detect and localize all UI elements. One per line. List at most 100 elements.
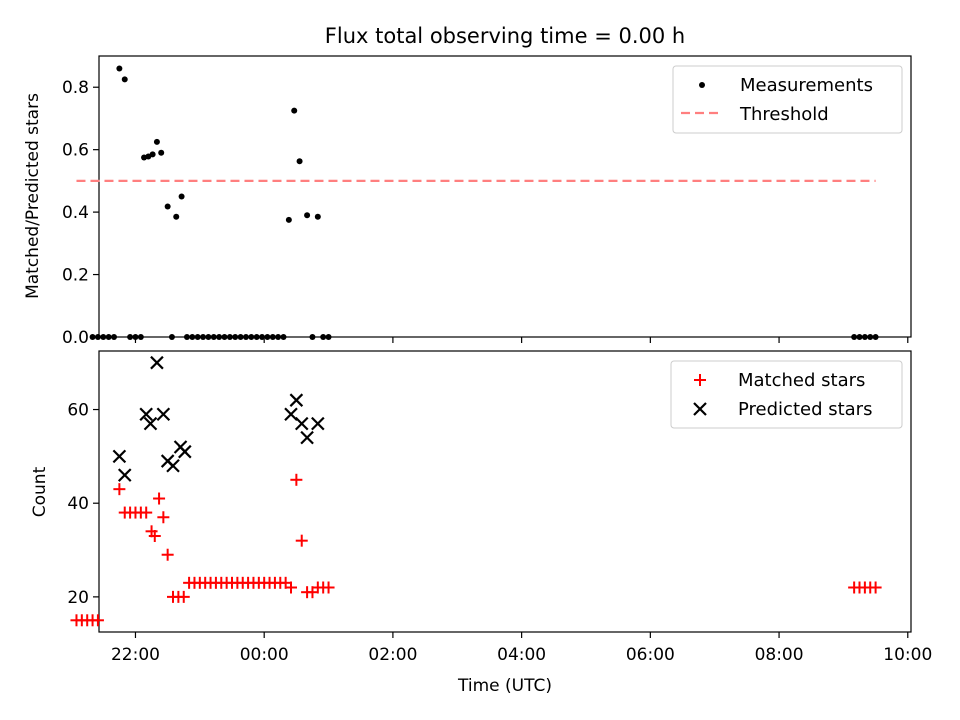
measurement-point <box>264 334 271 340</box>
predicted-star-point <box>300 430 314 445</box>
predicted-star-point <box>117 468 132 482</box>
ratio-x-ticks <box>134 337 909 343</box>
measurement-point <box>872 334 879 340</box>
x-tick-label: 10:00 <box>883 645 932 665</box>
count-x-ticks: 22:00 00:00 02:00 04:00 06:00 08:00 10:00 <box>111 632 932 665</box>
predicted-star-point <box>178 444 192 459</box>
legend-predicted-label: Predicted stars <box>738 399 872 420</box>
measurement-point <box>100 334 107 340</box>
measurement-point <box>137 334 144 340</box>
matched-star-point <box>869 581 882 594</box>
measurement-point <box>275 334 282 340</box>
count-panel: Count 20 40 60 22:00 00:00 02:00 04:00 06:00 08… <box>30 350 932 665</box>
predicted-star-point <box>150 355 164 370</box>
measurement-point <box>205 334 212 340</box>
measurement-point <box>168 334 175 340</box>
ratio-y-axis-label: Matched/Predicted stars <box>23 93 43 299</box>
measurement-point <box>149 151 156 158</box>
matched-star-point <box>177 590 190 603</box>
matched-star-point <box>322 581 335 594</box>
x-tick-label: 08:00 <box>755 645 804 665</box>
predicted-star-point <box>289 393 304 407</box>
measurement-point <box>237 334 244 340</box>
x-tick-label: 04:00 <box>497 645 546 665</box>
measurement-point <box>105 334 112 340</box>
measurement-point <box>325 334 332 340</box>
measurement-point <box>242 334 249 340</box>
predicted-star-point <box>311 416 325 431</box>
measurement-point <box>132 334 139 340</box>
legend-measurements-label: Measurements <box>740 75 873 96</box>
matched-star-point <box>161 548 174 561</box>
measurement-point <box>111 334 118 340</box>
y-tick-label: 60 <box>67 401 89 421</box>
measurement-point <box>89 334 96 340</box>
measurement-point <box>314 213 321 220</box>
legend-plus-glyph <box>694 374 706 386</box>
count-y-ticks: 20 40 60 <box>67 401 99 608</box>
ratio-panel: Matched/Predicted stars 0.00.20.40.60.8 … <box>23 55 912 348</box>
measurement-point <box>856 334 863 340</box>
x-tick-label: 00:00 <box>240 645 289 665</box>
x-tick-label: 22:00 <box>111 645 160 665</box>
x-axis-label: Time (UTC) <box>457 676 552 696</box>
matched-star-point <box>295 534 308 547</box>
chart-title: Flux total observing time = 0.00 h <box>325 24 685 48</box>
measurement-point <box>253 334 260 340</box>
matched-star-point <box>290 473 303 486</box>
legend-x-glyph <box>693 402 707 416</box>
measurement-point <box>861 334 868 340</box>
measurement-point <box>269 334 276 340</box>
matched-star-point <box>153 492 166 505</box>
measurement-point <box>94 334 101 340</box>
y-tick-label: 20 <box>67 588 89 608</box>
matched-star-point <box>148 529 161 542</box>
measurement-point <box>173 213 180 220</box>
measurement-point <box>232 334 239 340</box>
measurement-point <box>183 334 190 340</box>
predicted-star-point <box>294 416 309 431</box>
legend-measurements-marker <box>699 82 705 88</box>
measurement-point <box>158 149 165 156</box>
measurement-point <box>153 138 160 145</box>
matched-stars-points <box>70 473 882 627</box>
x-tick-label: 06:00 <box>626 645 675 665</box>
predicted-stars-points <box>112 355 325 482</box>
measurement-point <box>291 107 298 114</box>
matched-star-point <box>140 506 153 519</box>
y-tick-label: 0.0 <box>62 328 89 348</box>
matched-star-point <box>113 483 126 496</box>
measurement-point <box>221 334 228 340</box>
measurement-point <box>127 334 134 340</box>
measurement-point <box>296 158 303 165</box>
count-plot-area <box>98 350 912 633</box>
measurement-point <box>226 334 233 340</box>
measurement-point <box>867 334 874 340</box>
ratio-plot-area <box>98 55 912 338</box>
count-y-axis-label: Count <box>30 466 50 517</box>
matched-star-point <box>285 581 298 594</box>
y-tick-label: 0.2 <box>62 266 89 286</box>
predicted-star-point <box>166 458 180 473</box>
measurement-point <box>189 334 196 340</box>
ratio-legend: Measurements Threshold <box>672 65 903 134</box>
measurement-point <box>320 334 327 340</box>
predicted-star-point <box>112 449 127 464</box>
measurement-point <box>121 76 128 83</box>
count-legend-box <box>670 360 903 429</box>
measurement-point <box>259 334 266 340</box>
measurement-point <box>178 193 185 200</box>
matched-star-point <box>157 511 170 524</box>
predicted-star-point <box>139 407 153 422</box>
matched-star-point <box>91 614 104 627</box>
legend-matched-marker <box>694 374 706 386</box>
legend-threshold-label: Threshold <box>739 104 829 125</box>
measurement-points <box>89 65 879 340</box>
measurement-point <box>200 334 207 340</box>
y-tick-label: 0.4 <box>62 203 89 223</box>
y-tick-label: 0.6 <box>62 141 89 161</box>
measurement-point <box>194 334 201 340</box>
predicted-star-point <box>143 416 158 431</box>
measurement-point <box>851 334 858 340</box>
count-legend: Matched stars Predicted stars <box>670 360 903 429</box>
